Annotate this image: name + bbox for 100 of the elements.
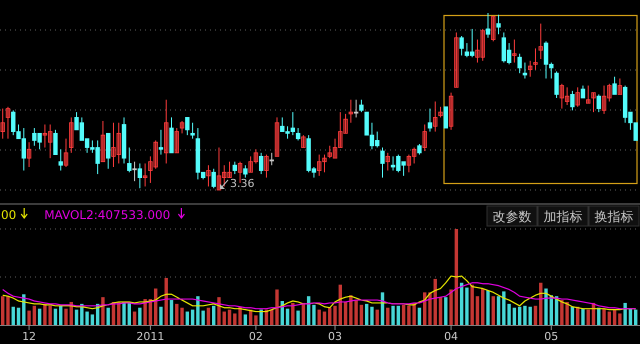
candlestick [433, 101, 438, 132]
bar [386, 308, 390, 325]
bar [270, 310, 274, 325]
candlestick [158, 129, 164, 156]
candlestick [232, 161, 237, 175]
candlestick [428, 108, 432, 132]
candlestick [153, 140, 158, 170]
candlestick [248, 156, 253, 173]
bar [434, 278, 437, 325]
candlestick [64, 138, 68, 168]
bar [212, 306, 216, 325]
bar [481, 288, 484, 325]
bar [302, 302, 306, 325]
candlestick [338, 112, 342, 148]
candlestick [328, 145, 332, 159]
bar [48, 306, 52, 325]
candlestick [222, 164, 226, 187]
candlestick [274, 116, 280, 157]
candlestick [459, 36, 464, 56]
candlestick [332, 138, 338, 159]
candlestick [100, 120, 106, 162]
bar [12, 306, 15, 325]
bar [59, 306, 62, 325]
candlestick [343, 113, 348, 134]
x-tick-label: 2011 [136, 330, 164, 343]
bar [328, 308, 332, 325]
candlestick [554, 70, 559, 98]
legend-label: 00 [1, 208, 16, 222]
bar [175, 304, 178, 325]
bar [634, 310, 638, 325]
candlestick [48, 124, 52, 159]
bar [338, 284, 342, 325]
candlestick [190, 122, 195, 140]
candlestick [111, 122, 116, 168]
bar [492, 296, 495, 325]
candlestick [348, 99, 354, 124]
candlestick [564, 86, 570, 106]
candlestick [517, 53, 522, 74]
candlestick [580, 85, 586, 98]
bar [38, 308, 42, 325]
candlestick [533, 48, 538, 70]
bar [233, 313, 236, 325]
bar [128, 302, 131, 325]
candlestick [406, 154, 412, 173]
bar [154, 288, 158, 325]
bar [376, 310, 379, 325]
bar [586, 310, 590, 325]
candlestick [560, 83, 564, 110]
bar [244, 314, 248, 325]
candlestick [359, 99, 364, 113]
candlestick [42, 124, 48, 148]
candlestick [0, 108, 5, 140]
bar [101, 297, 105, 325]
legend-label: MAVOL2:407533.000 [44, 208, 170, 222]
bar [364, 304, 368, 325]
text: 加指标 [544, 210, 582, 225]
bar [291, 302, 295, 325]
candlestick [270, 152, 274, 166]
candlestick [538, 23, 543, 60]
candlestick [444, 106, 448, 128]
candlestick [612, 76, 617, 95]
bar [423, 292, 426, 325]
bar [22, 294, 26, 325]
candlestick [422, 124, 427, 152]
bar [259, 310, 263, 325]
bar [180, 308, 184, 325]
candlestick [438, 106, 443, 118]
candlestick [412, 147, 416, 164]
bar [186, 312, 190, 325]
candlestick [480, 28, 485, 62]
candlestick [586, 85, 590, 104]
candlestick [180, 120, 184, 134]
bar [539, 282, 542, 325]
bar [138, 308, 142, 325]
candlestick [522, 62, 528, 79]
candlestick [142, 162, 148, 187]
bar [470, 284, 474, 325]
candlestick [528, 60, 532, 78]
candlestick [212, 168, 216, 189]
candlestick [301, 134, 306, 148]
bar [554, 296, 558, 325]
bar [296, 310, 300, 325]
bar [560, 300, 564, 325]
candlestick [596, 94, 601, 113]
bar [164, 278, 168, 325]
bar [132, 312, 136, 325]
x-tick-label: 05 [544, 330, 558, 343]
candlestick [575, 86, 580, 108]
text: 改参数 [492, 210, 532, 225]
candlestick [296, 128, 300, 141]
bar [550, 295, 553, 325]
candlestick [258, 152, 264, 175]
candlestick [380, 147, 385, 178]
candlestick [58, 148, 63, 172]
candlestick [486, 12, 490, 38]
candlestick [69, 116, 74, 154]
x-tick-label: 02 [248, 330, 263, 343]
candlestick [491, 16, 496, 42]
candlestick [417, 143, 422, 156]
bar [201, 310, 205, 325]
